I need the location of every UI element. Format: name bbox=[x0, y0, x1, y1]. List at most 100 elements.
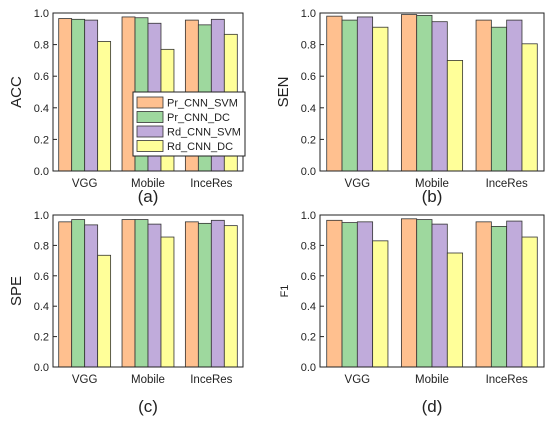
bar-pr-cnn-svm-vgg bbox=[326, 219, 343, 368]
bar-pr-cnn-dc-vgg bbox=[341, 19, 358, 172]
y-tick-label: 0.8 bbox=[34, 40, 49, 52]
x-category-label: Mobile bbox=[415, 178, 449, 190]
bar-rd-cnn-svm-vgg bbox=[84, 224, 99, 368]
bar-rd-cnn-dc-vgg bbox=[372, 240, 389, 368]
y-tick-label: 0.6 bbox=[34, 271, 49, 283]
x-category-label: Mobile bbox=[415, 374, 449, 386]
bar-rd-cnn-svm-inceres bbox=[506, 220, 523, 368]
legend-swatch-pr-cnn-svm bbox=[136, 96, 164, 109]
legend-label: Rd_CNN_SVM bbox=[167, 127, 241, 139]
bar-rd-cnn-dc-mobile bbox=[160, 236, 175, 368]
bar-rd-cnn-dc-mobile bbox=[446, 60, 464, 172]
bar-pr-cnn-svm-mobile bbox=[400, 14, 418, 172]
x-category-label: InceRes bbox=[190, 374, 232, 386]
y-tick-label: 1.0 bbox=[34, 8, 49, 20]
plot-frame bbox=[319, 12, 545, 172]
bar-pr-cnn-dc-mobile bbox=[416, 14, 433, 172]
chart-panel-2: 0.0 0.2 0.4 0.6 0.8 1.0 VGG Mobile InceRes SEN (b) bbox=[275, 8, 545, 206]
x-category-label: Mobile bbox=[131, 178, 165, 190]
legend-label: Pr_CNN_DC bbox=[167, 112, 230, 124]
plot-frame bbox=[319, 214, 545, 368]
chart-panel-1: 0.0 0.2 0.4 0.6 0.8 1.0 VGG Mobile InceRes ACC (a)… bbox=[8, 8, 246, 206]
y-tick-label: 0.0 bbox=[301, 166, 316, 178]
bar-pr-cnn-dc-mobile bbox=[134, 219, 149, 368]
legend-swatch-rd-cnn-dc bbox=[136, 140, 164, 152]
plot-frame bbox=[52, 214, 244, 368]
bar-rd-cnn-dc-vgg bbox=[97, 254, 112, 368]
bar-pr-cnn-dc-inceres bbox=[197, 222, 212, 368]
bar-rd-cnn-dc-vgg bbox=[97, 41, 112, 172]
bar-pr-cnn-dc-mobile bbox=[416, 219, 433, 368]
bar-pr-cnn-svm-vgg bbox=[326, 15, 343, 172]
bar-rd-cnn-svm-vgg bbox=[84, 19, 99, 172]
bar-rd-cnn-svm-mobile bbox=[147, 223, 162, 368]
x-category-label: VGG bbox=[72, 374, 98, 386]
x-category-label: InceRes bbox=[486, 178, 528, 190]
bar-pr-cnn-svm-inceres bbox=[475, 221, 492, 368]
y-axis-label: SPE bbox=[8, 276, 25, 306]
bar-rd-cnn-svm-mobile bbox=[431, 21, 448, 172]
y-axis-label: ACC bbox=[8, 76, 25, 108]
y-tick-label: 0.6 bbox=[301, 71, 316, 83]
y-tick-label: 0.2 bbox=[34, 134, 49, 146]
bar-rd-cnn-dc-vgg bbox=[372, 26, 389, 172]
bar-rd-cnn-svm-mobile bbox=[431, 223, 448, 368]
bar-pr-cnn-dc-vgg bbox=[71, 219, 86, 368]
y-tick-label: 0.4 bbox=[34, 301, 49, 313]
legend-swatch-pr-cnn-dc bbox=[136, 111, 164, 123]
y-tick-label: 0.4 bbox=[34, 103, 49, 115]
x-category-label: VGG bbox=[345, 374, 371, 386]
y-tick-label: 0.2 bbox=[301, 134, 316, 146]
bar-pr-cnn-dc-vgg bbox=[341, 222, 358, 368]
bar-pr-cnn-dc-inceres bbox=[490, 26, 508, 172]
y-tick-label: 1.0 bbox=[301, 8, 316, 20]
y-axis-label: SEN bbox=[275, 77, 292, 108]
bar-pr-cnn-svm-mobile bbox=[121, 219, 136, 368]
bar-rd-cnn-svm-inceres bbox=[506, 19, 523, 172]
legend-swatch-rd-cnn-svm bbox=[136, 125, 164, 138]
bar-pr-cnn-dc-inceres bbox=[490, 225, 508, 368]
bar-pr-cnn-svm-vgg bbox=[58, 18, 73, 172]
chart-panel-4: 0.0 0.2 0.4 0.6 0.8 1.0 VGG Mobile InceRes F1 (d) bbox=[279, 210, 545, 416]
y-tick-label: 0.6 bbox=[34, 71, 49, 83]
x-category-label: VGG bbox=[72, 178, 98, 190]
bar-pr-cnn-svm-vgg bbox=[58, 221, 73, 368]
y-tick-label: 0.8 bbox=[301, 240, 316, 252]
x-category-label: VGG bbox=[345, 178, 371, 190]
y-tick-label: 0.8 bbox=[34, 240, 49, 252]
y-tick-label: 1.0 bbox=[301, 210, 316, 222]
x-category-label: InceRes bbox=[486, 374, 528, 386]
bar-rd-cnn-dc-inceres bbox=[521, 43, 538, 172]
bar-pr-cnn-svm-inceres bbox=[184, 221, 199, 368]
bar-rd-cnn-dc-inceres bbox=[223, 225, 238, 368]
y-tick-label: 0.4 bbox=[301, 301, 316, 313]
y-tick-label: 0.0 bbox=[34, 166, 49, 178]
bar-rd-cnn-dc-inceres bbox=[521, 236, 538, 368]
legend: Pr_CNN_SVM Pr_CNN_DC Rd_CNN_SVM Rd_CNN_DC bbox=[132, 91, 246, 157]
bar-rd-cnn-svm-inceres bbox=[210, 219, 225, 368]
bar-pr-cnn-svm-inceres bbox=[475, 19, 492, 172]
bar-rd-cnn-svm-vgg bbox=[356, 221, 374, 368]
y-tick-label: 0.8 bbox=[301, 40, 316, 52]
bar-pr-cnn-svm-mobile bbox=[400, 218, 418, 368]
y-tick-label: 0.0 bbox=[34, 362, 49, 374]
bar-rd-cnn-svm-vgg bbox=[356, 16, 374, 172]
bar-rd-cnn-dc-mobile bbox=[446, 252, 464, 368]
x-category-label: Mobile bbox=[131, 374, 165, 386]
panel-label: (b) bbox=[422, 187, 443, 206]
legend-label: Rd_CNN_DC bbox=[167, 141, 233, 153]
panel-label: (c) bbox=[138, 397, 158, 416]
bar-pr-cnn-dc-vgg bbox=[71, 18, 86, 172]
y-tick-label: 0.4 bbox=[301, 103, 316, 115]
legend-label: Pr_CNN_SVM bbox=[167, 98, 238, 110]
y-tick-label: 0.2 bbox=[34, 332, 49, 344]
x-category-label: InceRes bbox=[190, 178, 232, 190]
chart-panel-3: 0.0 0.2 0.4 0.6 0.8 1.0 VGG Mobile InceRes SPE (c) bbox=[8, 210, 244, 416]
y-tick-label: 0.6 bbox=[301, 271, 316, 283]
panel-label: (d) bbox=[422, 397, 443, 416]
y-tick-label: 1.0 bbox=[34, 210, 49, 222]
panel-label: (a) bbox=[138, 187, 159, 206]
y-tick-label: 0.0 bbox=[301, 362, 316, 374]
y-tick-label: 0.2 bbox=[301, 332, 316, 344]
